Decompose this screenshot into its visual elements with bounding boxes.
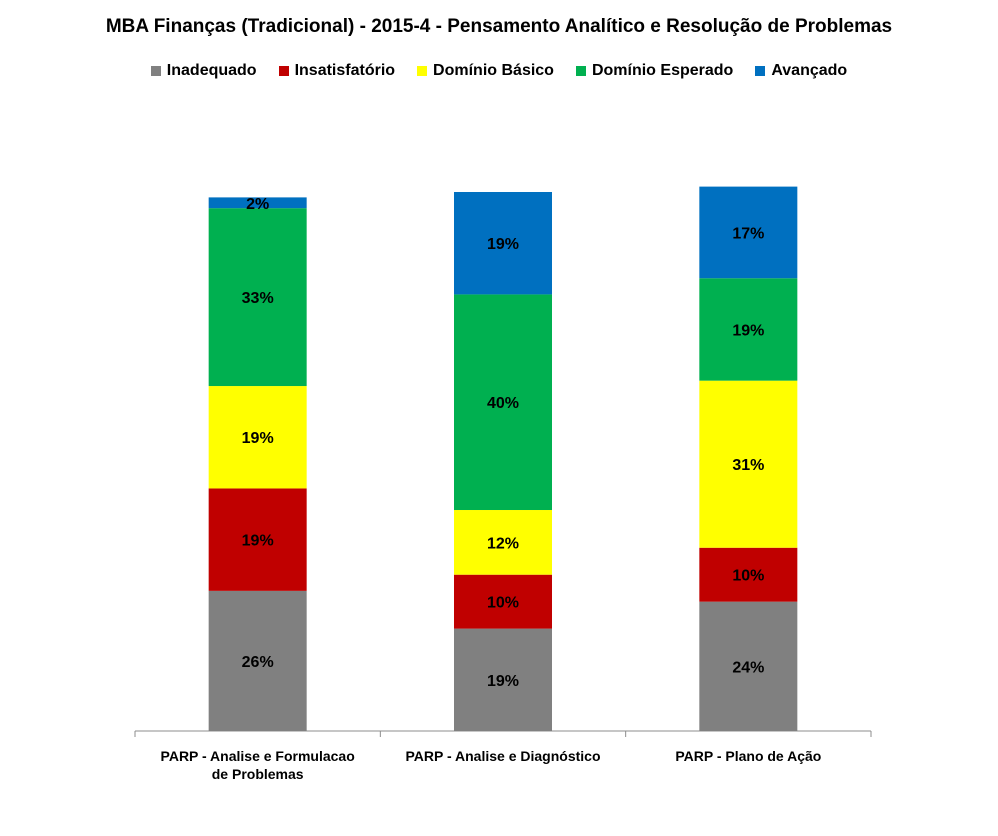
bar-segment: [208, 386, 307, 489]
data-label: 10%: [487, 595, 519, 612]
legend-item: Inadequado: [150, 62, 257, 80]
data-label: 19%: [487, 236, 519, 253]
bar-segment: [454, 574, 552, 629]
bar-segment: [454, 192, 552, 295]
data-label: 19%: [732, 322, 764, 339]
bar-segment: [454, 510, 552, 575]
legend: Inadequado Insatisfatório Domínio Básico Do…: [0, 62, 998, 80]
legend-label: Avançado: [771, 62, 848, 79]
bar-segment: [208, 197, 307, 209]
legend-item: Avançado: [755, 62, 847, 80]
bar-segment: [454, 628, 552, 731]
legend-swatch: [150, 66, 161, 76]
bar-segment: [699, 278, 798, 381]
data-label: 19%: [487, 673, 519, 690]
category-label: PARP - Analise e Formulacao: [161, 748, 355, 764]
data-label: 24%: [732, 659, 764, 676]
data-label: 12%: [487, 535, 519, 552]
legend-item: Domínio Esperado: [575, 62, 734, 80]
category-label: de Problemas: [212, 766, 304, 782]
data-label: 19%: [242, 430, 274, 447]
bar-segment: [699, 186, 798, 279]
legend-item: Insatisfatório: [278, 62, 396, 80]
data-label: 26%: [242, 654, 274, 671]
legend-label: Insatisfatório: [294, 62, 396, 79]
legend-swatch: [575, 66, 586, 76]
data-label: 40%: [487, 395, 519, 412]
chart-title: MBA Finanças (Tradicional) - 2015-4 - Pe…: [105, 16, 893, 37]
bar-segment: [454, 294, 552, 511]
bar-segment: [208, 208, 307, 387]
data-label: 31%: [732, 457, 764, 474]
data-label: 19%: [242, 533, 274, 550]
data-label: 10%: [732, 568, 764, 585]
data-label: 17%: [732, 225, 764, 242]
bar-segment: [699, 380, 798, 548]
data-label: 33%: [242, 290, 274, 307]
bar-segment: [208, 590, 307, 731]
category-label: PARP - Plano de Ação: [675, 748, 821, 764]
category-label: PARP - Analise e Diagnóstico: [405, 748, 600, 764]
legend-swatch: [417, 66, 428, 76]
legend-label: Domínio Esperado: [591, 62, 734, 79]
bar-segment: [699, 601, 798, 731]
legend-swatch: [755, 66, 766, 76]
legend-label: Domínio Básico: [433, 62, 554, 79]
data-label: 2%: [246, 196, 269, 213]
bar-segment: [208, 488, 307, 591]
legend-swatch: [278, 66, 289, 76]
bar-segment: [699, 547, 798, 602]
legend-item: Domínio Básico: [417, 62, 554, 80]
legend-label: Inadequado: [166, 62, 257, 79]
